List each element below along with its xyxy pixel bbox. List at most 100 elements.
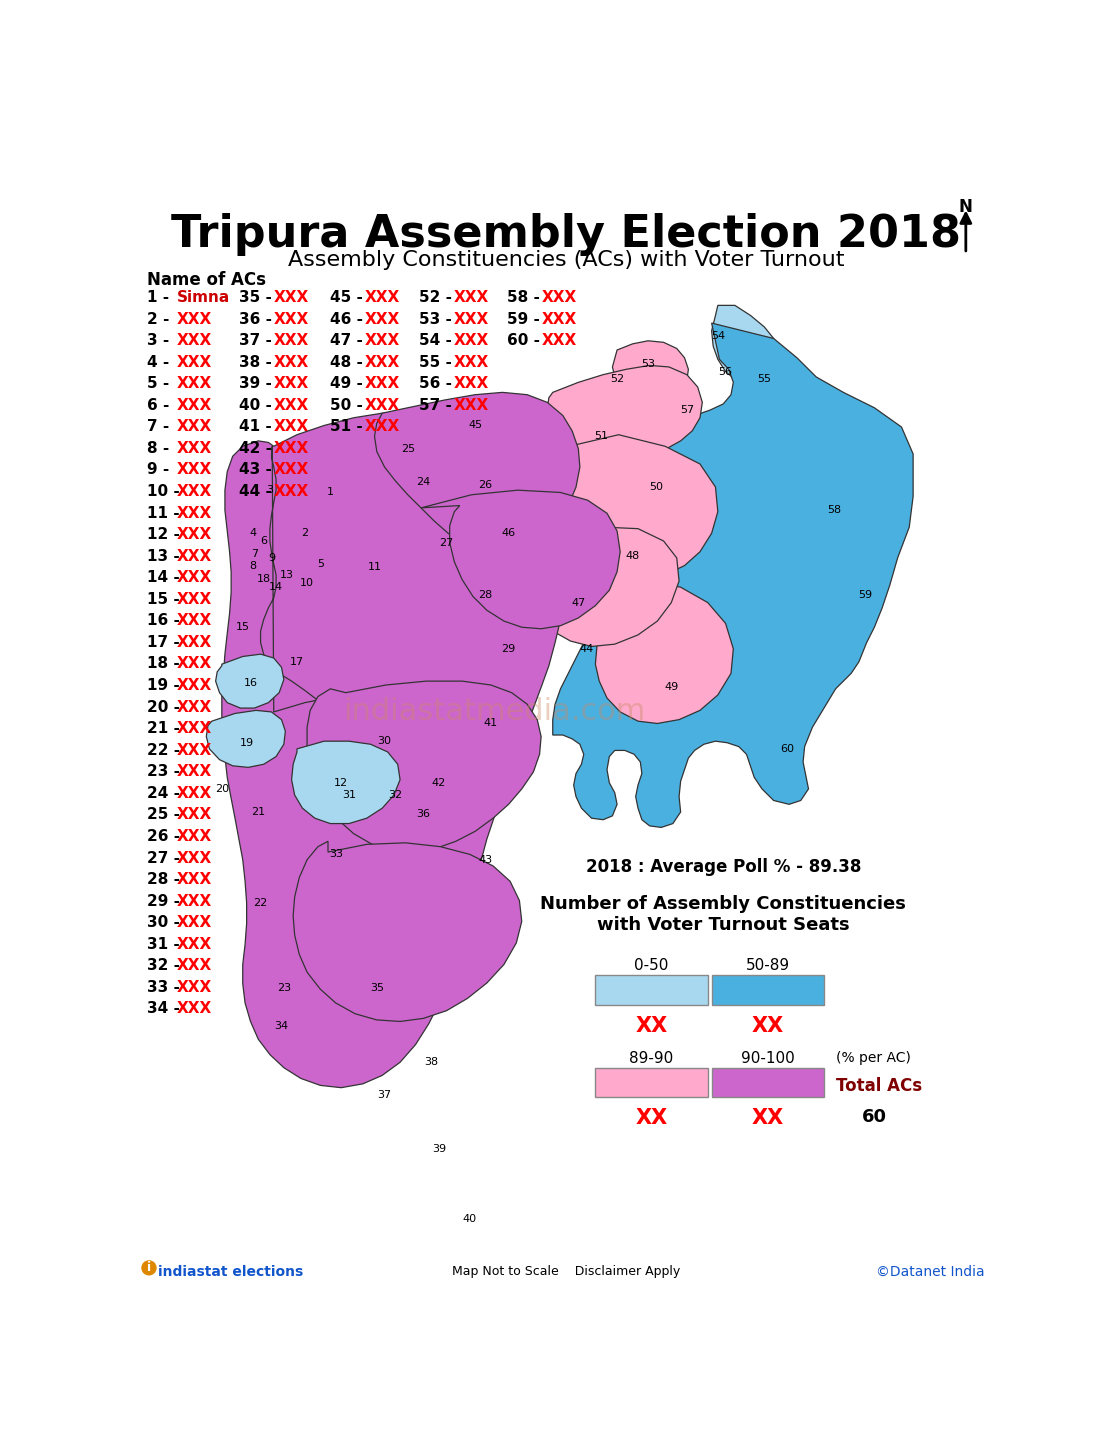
- Text: XXX: XXX: [453, 398, 488, 412]
- Polygon shape: [534, 527, 680, 647]
- Text: indiastatmedia.com: indiastatmedia.com: [344, 697, 645, 726]
- Text: XXX: XXX: [177, 463, 212, 477]
- Text: 37 -: 37 -: [239, 333, 272, 349]
- Text: XXX: XXX: [274, 419, 309, 434]
- Text: 4: 4: [250, 529, 256, 539]
- Text: XXX: XXX: [274, 398, 309, 412]
- Text: Assembly Constituencies (ACs) with Voter Turnout: Assembly Constituencies (ACs) with Voter…: [287, 249, 844, 269]
- Circle shape: [143, 1261, 156, 1275]
- Text: 8: 8: [250, 561, 256, 571]
- Text: 12 -: 12 -: [147, 527, 180, 542]
- Polygon shape: [215, 654, 284, 708]
- Text: XXX: XXX: [177, 354, 212, 370]
- Text: 11: 11: [368, 562, 381, 572]
- Text: 16: 16: [243, 677, 257, 687]
- Text: XXX: XXX: [177, 441, 212, 455]
- Text: 52 -: 52 -: [419, 290, 452, 305]
- Text: XXX: XXX: [177, 699, 212, 715]
- Text: i: i: [147, 1261, 151, 1274]
- Text: 46: 46: [502, 529, 516, 539]
- Text: 55 -: 55 -: [419, 354, 452, 370]
- Text: Map Not to Scale    Disclaimer Apply: Map Not to Scale Disclaimer Apply: [452, 1265, 680, 1278]
- Text: XX: XX: [635, 1108, 667, 1128]
- Text: XXX: XXX: [177, 311, 212, 327]
- Text: 9: 9: [267, 553, 275, 563]
- Text: 1: 1: [327, 487, 334, 497]
- Text: 36: 36: [417, 808, 430, 818]
- Text: indiastat elections: indiastat elections: [158, 1265, 304, 1278]
- Text: 5: 5: [317, 559, 324, 569]
- Text: 2018 : Average Poll % - 89.38: 2018 : Average Poll % - 89.38: [586, 859, 861, 876]
- Text: 55: 55: [757, 375, 771, 385]
- Text: 36 -: 36 -: [239, 311, 272, 327]
- Text: 60: 60: [862, 1108, 887, 1127]
- Text: 46 -: 46 -: [330, 311, 364, 327]
- Text: 41 -: 41 -: [239, 419, 272, 434]
- Polygon shape: [293, 842, 522, 1022]
- Text: 45 -: 45 -: [330, 290, 364, 305]
- Polygon shape: [712, 305, 776, 380]
- Text: 2: 2: [302, 529, 308, 539]
- Text: 60 -: 60 -: [507, 333, 540, 349]
- Text: 48 -: 48 -: [330, 354, 364, 370]
- Text: 90-100: 90-100: [741, 1050, 794, 1066]
- Text: XXX: XXX: [274, 484, 309, 499]
- Text: 54: 54: [711, 331, 725, 342]
- Text: XXX: XXX: [177, 764, 212, 780]
- Text: 14 -: 14 -: [147, 571, 180, 585]
- Text: XXX: XXX: [453, 354, 488, 370]
- Text: XXX: XXX: [177, 1001, 212, 1016]
- Text: 9 -: 9 -: [147, 463, 170, 477]
- Text: XXX: XXX: [541, 311, 577, 327]
- Text: XXX: XXX: [541, 290, 577, 305]
- Text: 40: 40: [463, 1213, 477, 1223]
- Text: Total ACs: Total ACs: [835, 1076, 922, 1095]
- Text: 1 -: 1 -: [147, 290, 169, 305]
- Text: 32: 32: [388, 790, 402, 800]
- Text: 42: 42: [432, 778, 446, 788]
- Text: XXX: XXX: [177, 829, 212, 844]
- Text: XXX: XXX: [365, 398, 400, 412]
- Polygon shape: [547, 366, 703, 457]
- Text: 47 -: 47 -: [330, 333, 364, 349]
- Text: 3: 3: [266, 486, 273, 496]
- Text: 43 -: 43 -: [239, 463, 272, 477]
- Text: 17: 17: [290, 657, 304, 667]
- Text: 18: 18: [256, 575, 271, 585]
- Text: 39: 39: [432, 1144, 446, 1154]
- Text: 42 -: 42 -: [239, 441, 272, 455]
- Text: XXX: XXX: [274, 333, 309, 349]
- Text: XX: XX: [751, 1016, 783, 1036]
- Text: XXX: XXX: [177, 527, 212, 542]
- Text: XXX: XXX: [177, 333, 212, 349]
- Text: XXX: XXX: [177, 571, 212, 585]
- Text: XXX: XXX: [453, 376, 488, 391]
- Text: Number of Assembly Constituencies
with Voter Turnout Seats: Number of Assembly Constituencies with V…: [540, 895, 906, 934]
- Polygon shape: [261, 447, 475, 785]
- Text: XXX: XXX: [177, 958, 212, 973]
- Text: Name of ACs: Name of ACs: [147, 271, 266, 290]
- Text: 31 -: 31 -: [147, 937, 180, 951]
- Text: XX: XX: [751, 1108, 783, 1128]
- Text: 38 -: 38 -: [239, 354, 272, 370]
- Text: 26 -: 26 -: [147, 829, 180, 844]
- Text: 39 -: 39 -: [239, 376, 272, 391]
- Text: XXX: XXX: [177, 720, 212, 736]
- Bar: [712, 976, 824, 1004]
- Text: 56 -: 56 -: [419, 376, 452, 391]
- Text: XXX: XXX: [365, 290, 400, 305]
- Text: 34 -: 34 -: [147, 1001, 180, 1016]
- Text: XXX: XXX: [177, 872, 212, 888]
- Text: 6 -: 6 -: [147, 398, 170, 412]
- Text: 24: 24: [417, 477, 431, 487]
- Text: XX: XX: [635, 1016, 667, 1036]
- Text: ©Datanet India: ©Datanet India: [876, 1265, 985, 1278]
- Text: 15: 15: [235, 623, 250, 633]
- Text: XXX: XXX: [365, 376, 400, 391]
- Polygon shape: [596, 581, 734, 723]
- Text: XXX: XXX: [365, 311, 400, 327]
- Text: XXX: XXX: [365, 333, 400, 349]
- Text: 49: 49: [664, 682, 678, 692]
- Text: XXX: XXX: [177, 807, 212, 823]
- Text: XXX: XXX: [177, 915, 212, 931]
